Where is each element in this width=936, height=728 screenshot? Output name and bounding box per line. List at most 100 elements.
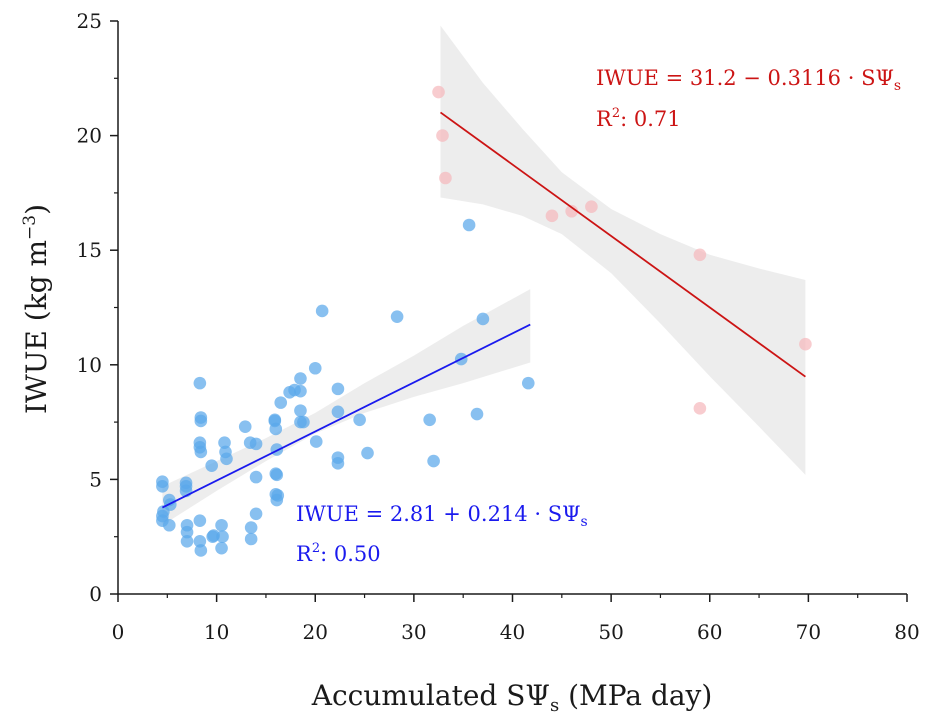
data-point-low-stress — [244, 532, 258, 546]
x-tick-label: 40 — [500, 620, 525, 644]
data-point-high-stress — [545, 209, 559, 223]
r2-high-label: R — [596, 107, 613, 131]
data-point-high-stress — [436, 129, 449, 142]
regression-lines — [161, 111, 806, 509]
x-tick-label: 70 — [796, 620, 821, 644]
data-point-low-stress — [249, 507, 263, 521]
data-point-low-stress — [427, 454, 440, 468]
confidence-band-low-stress — [162, 289, 531, 526]
data-point-low-stress — [194, 414, 208, 428]
data-point-high-stress — [585, 200, 598, 213]
data-point-low-stress — [521, 376, 535, 390]
y-axis-title-main: IWUE (kg m — [20, 240, 53, 414]
y-tick-label: 5 — [89, 467, 102, 491]
data-point-high-stress — [693, 402, 707, 415]
r2-low-stress: R2: 0.50 — [296, 541, 381, 566]
data-point-low-stress — [315, 304, 329, 318]
data-point-low-stress — [294, 372, 307, 385]
data-point-low-stress — [331, 382, 345, 396]
data-point-low-stress — [244, 521, 258, 534]
confidence-band-high-stress — [440, 25, 806, 475]
data-point-low-stress — [309, 435, 323, 448]
equation-high-stress: IWUE = 31.2 − 0.3116 · SΨs — [596, 66, 901, 94]
x-axis-title-main: Accumulated SΨ — [311, 679, 550, 712]
y-tick-label: 10 — [77, 353, 102, 377]
regression-line-low-stress — [161, 323, 531, 509]
data-point-low-stress — [180, 525, 194, 539]
data-point-low-stress — [270, 443, 284, 456]
r2-high-value: : 0.71 — [620, 107, 681, 131]
data-point-low-stress — [470, 407, 484, 421]
data-point-low-stress — [353, 413, 366, 427]
x-tick-label: 80 — [894, 620, 919, 644]
data-point-low-stress — [216, 530, 229, 543]
data-point-low-stress — [294, 404, 307, 417]
data-point-low-stress — [297, 415, 310, 429]
x-tick-label: 50 — [598, 620, 623, 644]
y-axis-title-sup: −3 — [20, 215, 40, 240]
data-point-low-stress — [390, 310, 404, 323]
r2-low-sup: 2 — [312, 541, 320, 556]
data-point-low-stress — [331, 457, 345, 470]
data-point-low-stress — [476, 312, 490, 326]
data-point-low-stress — [361, 446, 374, 460]
data-point-low-stress — [220, 452, 233, 466]
equation-high-sub: s — [894, 78, 901, 94]
data-point-low-stress — [194, 445, 208, 459]
equation-high-main: IWUE = 31.2 − 0.3116 · SΨ — [596, 66, 894, 90]
data-point-low-stress — [270, 468, 284, 482]
data-point-low-stress — [162, 518, 176, 532]
data-point-low-stress — [163, 498, 177, 511]
data-point-low-stress — [238, 420, 252, 433]
data-point-low-stress — [193, 514, 207, 527]
r2-low-value: : 0.50 — [320, 542, 381, 566]
data-point-low-stress — [249, 437, 263, 451]
y-axis-title: IWUE (kg m−3) — [20, 204, 53, 414]
data-point-low-stress — [274, 396, 288, 409]
data-point-low-stress — [156, 479, 169, 493]
r2-low-label: R — [296, 542, 313, 566]
data-point-low-stress — [249, 470, 263, 484]
data-point-low-stress — [193, 376, 207, 390]
data-point-low-stress — [193, 534, 207, 548]
x-axis-title: Accumulated SΨs (MPa day) — [311, 679, 713, 716]
equation-low-sub: s — [581, 514, 588, 530]
y-tick-label: 15 — [77, 238, 102, 262]
data-point-high-stress — [693, 248, 707, 262]
data-point-low-stress — [462, 218, 476, 232]
equation-low-main: IWUE = 2.81 + 0.214 · SΨ — [296, 502, 581, 526]
y-tick-label: 25 — [77, 9, 102, 33]
data-points — [156, 85, 812, 557]
x-axis-title-sub: s — [550, 695, 559, 716]
r2-high-sup: 2 — [612, 106, 620, 121]
r2-high-stress: R2: 0.71 — [596, 106, 681, 131]
x-tick-label: 20 — [303, 620, 328, 644]
data-point-low-stress — [308, 361, 322, 375]
regression-line-high-stress — [439, 111, 806, 378]
equation-low-stress: IWUE = 2.81 + 0.214 · SΨs — [296, 502, 588, 530]
tick-labels: 0 10 20 30 40 50 60 70 80 0 5 10 15 20 25 — [77, 9, 920, 644]
data-point-low-stress — [215, 518, 228, 532]
x-tick-label: 60 — [697, 620, 722, 644]
y-tick-label: 20 — [77, 124, 102, 148]
confidence-bands — [162, 25, 806, 526]
data-point-high-stress — [565, 204, 578, 218]
data-point-low-stress — [194, 544, 208, 557]
data-point-high-stress — [439, 171, 452, 185]
data-point-low-stress — [423, 413, 436, 427]
data-point-high-stress — [432, 85, 445, 99]
x-tick-label: 30 — [401, 620, 426, 644]
data-point-high-stress — [799, 337, 812, 351]
y-tick-label: 0 — [89, 582, 102, 606]
data-point-low-stress — [205, 459, 218, 472]
data-point-low-stress — [218, 436, 231, 450]
data-point-low-stress — [294, 384, 307, 398]
x-tick-label: 10 — [204, 620, 229, 644]
data-point-low-stress — [269, 422, 283, 436]
x-tick-label: 0 — [112, 620, 125, 644]
data-point-low-stress — [270, 493, 284, 507]
data-point-low-stress — [215, 541, 228, 555]
y-axis-title-tail: ) — [20, 204, 53, 215]
data-point-low-stress — [180, 534, 194, 548]
